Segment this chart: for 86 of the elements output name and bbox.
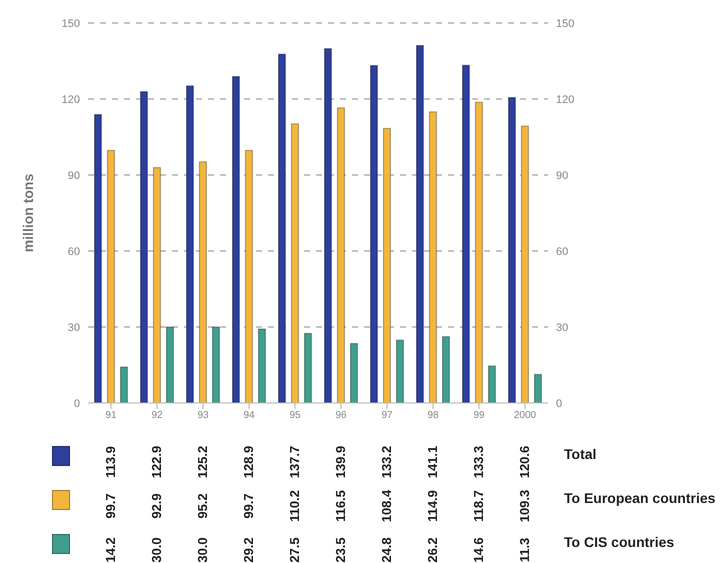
data-label: 11.3 [517, 536, 533, 563]
x-tick-label: 97 [381, 410, 393, 422]
data-label: 122.9 [149, 444, 165, 480]
y2-tick-label: 30 [556, 322, 568, 334]
bar [140, 91, 148, 403]
bar [350, 342, 358, 403]
data-label: 125.2 [195, 444, 211, 480]
data-label: 26.2 [425, 536, 441, 563]
data-label: 137.7 [287, 444, 303, 480]
bar [416, 45, 424, 403]
text: To CIS countries [564, 534, 674, 550]
bar [278, 54, 286, 403]
data-label: 108.4 [379, 488, 395, 524]
bar [304, 332, 312, 403]
data-label: 30.0 [149, 536, 165, 563]
x-tick-label: 93 [197, 410, 209, 422]
data-label: 23.5 [333, 536, 349, 563]
data-label: 109.3 [517, 488, 533, 524]
x-tick-label: 99 [473, 410, 485, 422]
bar [94, 114, 102, 403]
x-tick-label: 2000 [514, 410, 537, 422]
data-label: 95.2 [195, 492, 211, 521]
y2-tick-label: 60 [556, 246, 568, 258]
y-axis-title: million tons [20, 174, 36, 252]
x-tick-label: 91 [105, 410, 117, 422]
data-label: 27.5 [287, 536, 303, 563]
data-label: 99.7 [103, 492, 119, 521]
y-tick-label: 0 [74, 398, 80, 410]
bar [508, 96, 516, 403]
data-label: 24.8 [379, 536, 395, 563]
data-label: 141.1 [425, 444, 441, 480]
data-label: 128.9 [241, 444, 257, 480]
bar [212, 326, 220, 403]
bar [462, 64, 470, 403]
data-label: 133.3 [471, 444, 487, 480]
data-label: 114.9 [425, 489, 441, 524]
data-label: 14.2 [103, 536, 119, 563]
x-tick-label: 96 [335, 410, 347, 422]
data-label: 92.9 [149, 492, 165, 521]
y-tick-label: 120 [62, 94, 80, 106]
bar [474, 102, 483, 403]
x-tick-label: 94 [243, 410, 255, 422]
bar [258, 328, 266, 403]
bar [232, 76, 240, 403]
bar [382, 128, 391, 403]
x-tick-label: 98 [427, 410, 439, 422]
bar [106, 150, 115, 403]
y-tick-label: 90 [68, 170, 80, 182]
bar [520, 126, 529, 403]
bar [166, 326, 174, 403]
bar [290, 123, 299, 403]
data-label: 99.7 [241, 492, 257, 521]
bar [324, 48, 332, 403]
text: Total [564, 446, 596, 462]
data-label: 120.6 [517, 444, 533, 480]
y-tick-label: 30 [68, 322, 80, 334]
data-label: 14.6 [471, 536, 487, 563]
data-label: 30.0 [195, 536, 211, 563]
data-label: 133.2 [379, 444, 395, 480]
bar [370, 65, 378, 403]
data-label: 29.2 [241, 536, 257, 563]
bar [396, 340, 404, 403]
y2-tick-label: 150 [556, 18, 574, 30]
bar [152, 167, 161, 403]
data-label: 113.9 [103, 445, 119, 480]
y2-tick-label: 120 [556, 94, 574, 106]
x-tick-label: 95 [289, 410, 301, 422]
bar [442, 336, 450, 403]
y-tick-label: 60 [68, 246, 80, 258]
data-label: 139.9 [333, 444, 349, 480]
y2-tick-label: 90 [556, 170, 568, 182]
x-tick-label: 92 [151, 410, 163, 422]
data-label: 118.7 [471, 489, 487, 524]
bar [534, 374, 542, 403]
bar [244, 150, 253, 403]
text: To European countries [564, 490, 716, 506]
bar [428, 111, 437, 403]
data-label: 110.2 [287, 489, 303, 524]
bar [336, 107, 345, 403]
y2-tick-label: 0 [556, 398, 562, 410]
bar [186, 85, 194, 403]
data-label: 116.5 [333, 489, 349, 524]
bar [198, 161, 207, 403]
bar [488, 366, 496, 403]
y-tick-label: 150 [62, 18, 80, 30]
bar [120, 366, 128, 403]
